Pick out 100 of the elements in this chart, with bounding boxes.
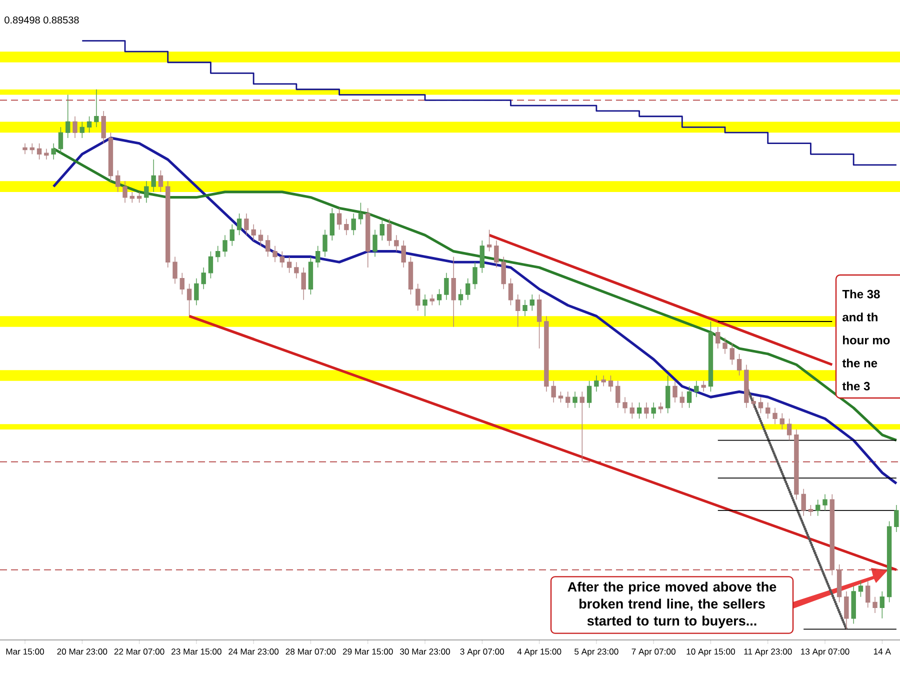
candlestick (72, 116, 78, 138)
candlestick (808, 504, 814, 516)
candlestick (480, 240, 484, 274)
candlestick (701, 380, 706, 392)
candlestick (422, 294, 428, 316)
candlestick (436, 288, 442, 306)
candlestick (736, 354, 742, 376)
candlestick (236, 213, 242, 236)
candlestick (801, 488, 806, 516)
x-tick-label: 11 Apr 23:00 (744, 648, 792, 656)
candlestick (472, 262, 478, 290)
candlestick (836, 564, 842, 603)
candlestick (872, 596, 878, 614)
candlestick (44, 148, 49, 160)
candlestick (686, 386, 692, 408)
x-tick-label: 7 Apr 07:00 (632, 648, 676, 656)
candlestick (344, 218, 349, 236)
candlestick (286, 256, 292, 274)
candlestick (151, 159, 156, 192)
candlestick (680, 391, 684, 408)
x-tick-label: 22 Mar 07:00 (114, 648, 164, 655)
candlestick (458, 288, 464, 306)
candlestick (80, 121, 84, 138)
candlestick (751, 396, 756, 408)
x-tick-label: Mar 15:00 (6, 648, 44, 655)
candlestick (708, 321, 714, 392)
candlestick (758, 396, 764, 414)
candlestick (380, 218, 384, 241)
candlestick (101, 110, 106, 144)
candlestick (572, 391, 578, 408)
candlestick (244, 213, 249, 236)
candlestick (94, 89, 99, 128)
candlestick (616, 380, 620, 408)
candlestick (58, 126, 64, 155)
candlestick (401, 240, 406, 268)
candlestick (358, 202, 364, 225)
candlestick (730, 342, 734, 366)
x-tick-label: 28 Mar 07:00 (286, 648, 336, 655)
candlestick (786, 418, 792, 441)
annotation: The 38 (842, 290, 880, 298)
candlestick (186, 283, 192, 316)
x-tick-label: 14 A (874, 648, 891, 654)
x-tick-label: 23 Mar 15:00 (172, 648, 222, 655)
candlestick (508, 278, 514, 306)
candlestick (880, 591, 884, 619)
candlestick (366, 208, 370, 268)
annotation: the ne (842, 358, 878, 368)
candlestick (372, 229, 378, 258)
candlestick (830, 494, 834, 576)
candlestick (180, 272, 184, 295)
candlestick (416, 283, 420, 312)
x-tick-label: 13 Apr 07:00 (801, 648, 850, 656)
candlestick (308, 256, 314, 295)
candlestick (394, 234, 399, 252)
candlestick (172, 256, 178, 284)
candlestick (651, 402, 656, 420)
candlestick (744, 364, 749, 408)
candlestick (494, 240, 499, 268)
annotation: After the price moved above the broken trend line, the sellers started to turn to buyers... (568, 582, 776, 628)
candlestick (608, 375, 614, 392)
x-tick-label: 24 Mar 23:00 (228, 648, 279, 655)
candlestick (558, 391, 564, 403)
candlestick (766, 402, 770, 420)
candlestick (530, 294, 534, 312)
candlestick (301, 267, 306, 300)
candlestick (780, 412, 784, 430)
candlestick (522, 300, 528, 316)
candlestick (266, 234, 270, 258)
candlestick (772, 408, 778, 424)
candlestick (694, 380, 699, 398)
candlestick (444, 272, 449, 300)
candlestick (658, 402, 664, 414)
candlestick (866, 580, 870, 608)
candlestick (451, 256, 456, 328)
candlestick (136, 192, 142, 204)
candlestick (844, 591, 849, 630)
candlestick (716, 326, 720, 349)
candlestick (630, 402, 634, 420)
candlestick (201, 267, 206, 290)
candlestick (272, 246, 278, 262)
candlestick (322, 229, 328, 258)
candlestick (858, 580, 864, 598)
candlestick (466, 278, 470, 300)
candlestick (208, 250, 214, 279)
candlestick (594, 375, 599, 392)
candlestick (672, 380, 678, 403)
candlestick (386, 218, 392, 246)
candlestick (566, 391, 570, 408)
candlestick (316, 246, 320, 268)
candlestick (586, 380, 592, 408)
candlestick (722, 337, 728, 354)
candlestick (822, 494, 828, 511)
candlestick (280, 250, 284, 268)
annotation: the 3 (842, 382, 870, 390)
candlestick (116, 170, 120, 192)
x-tick-label: 4 Apr 15:00 (517, 648, 562, 656)
candlestick (216, 246, 220, 262)
candlestick (886, 520, 892, 603)
candlestick (108, 132, 114, 182)
annotation: hour mo (843, 336, 890, 344)
